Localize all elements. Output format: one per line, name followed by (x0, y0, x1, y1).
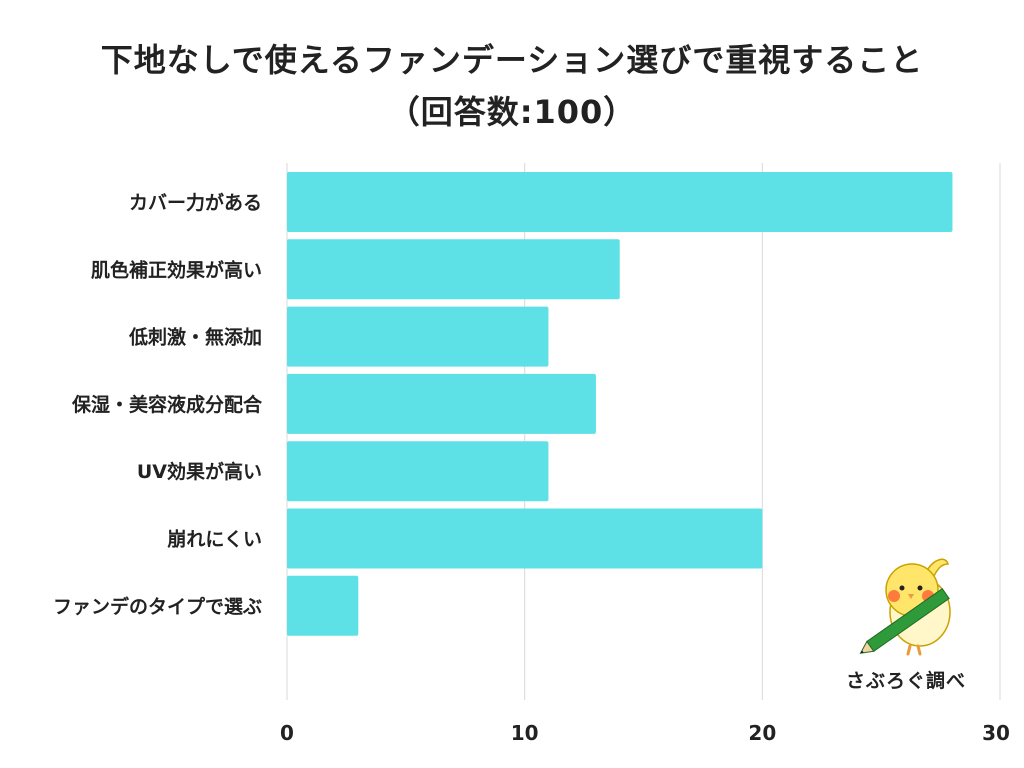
x-tick-label: 30 (982, 721, 1010, 745)
bar (287, 508, 763, 569)
bar (287, 575, 359, 636)
bar (287, 441, 549, 502)
bars (287, 172, 953, 636)
x-tick-label: 20 (748, 721, 776, 745)
bird-mascot-icon (859, 558, 951, 656)
bar (287, 239, 620, 300)
category-label: カバー力がある (129, 191, 262, 214)
category-label: 崩れにくい (167, 528, 262, 551)
category-label: 保湿・美容液成分配合 (71, 393, 263, 416)
category-label: UV効果が高い (137, 460, 262, 483)
chart-subtitle: （回答数:100） (387, 93, 637, 131)
bar (287, 172, 953, 232)
x-tick-label: 0 (280, 721, 294, 745)
brand-credit: さぶろぐ調べ (846, 670, 967, 692)
chart-title: 下地なしで使えるファンデーション選びで重視すること (100, 41, 924, 79)
category-label: 低刺激・無添加 (128, 326, 262, 349)
x-tick-labels: 0 10 20 30 (280, 721, 1010, 745)
x-tick-label: 10 (511, 721, 539, 745)
bar (287, 306, 549, 367)
category-label: ファンデのタイプで選ぶ (53, 595, 262, 618)
bar (287, 373, 596, 434)
category-label: 肌色補正効果が高い (91, 258, 262, 281)
